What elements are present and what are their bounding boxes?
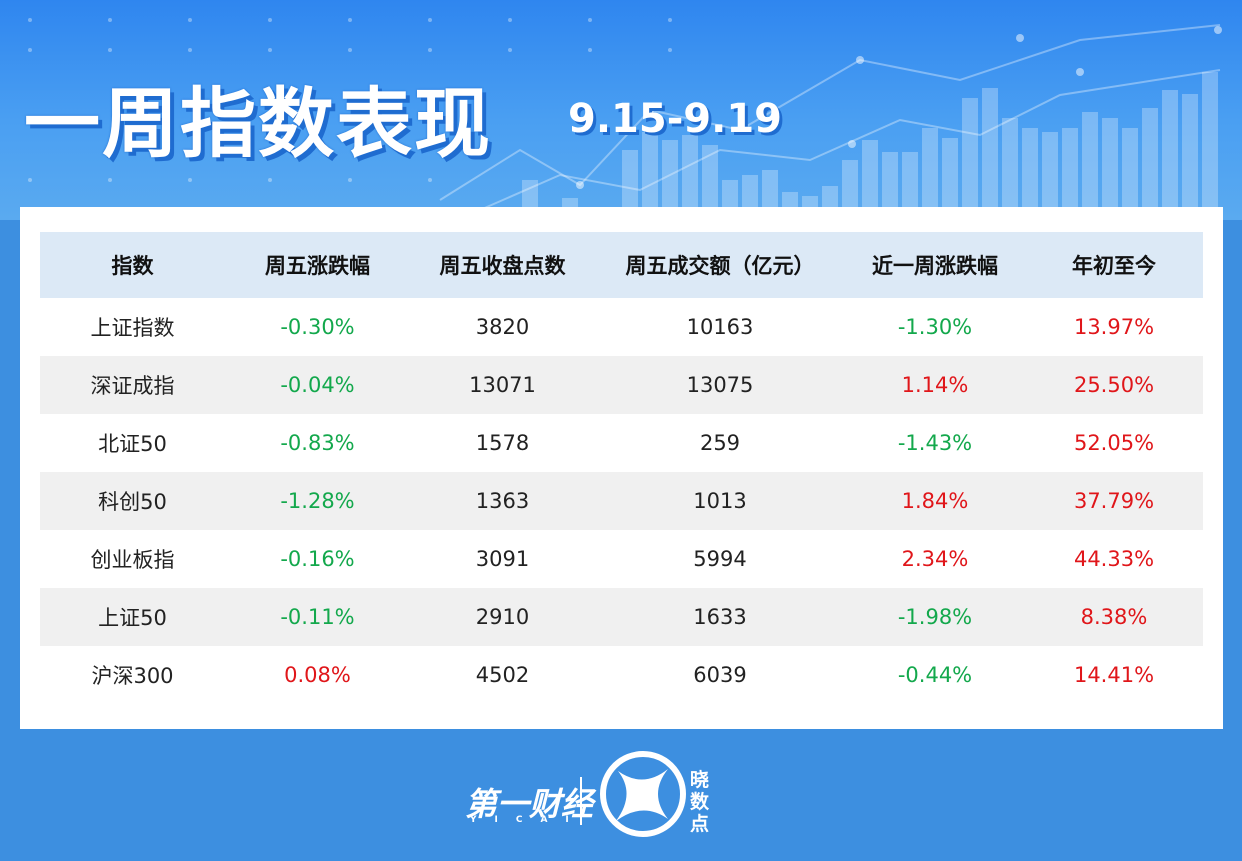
cell-fri-change: 0.08%: [284, 663, 351, 687]
table-row: 创业板指 -0.16% 3091 5994 2.34% 44.33%: [40, 530, 1203, 588]
cell-fri-turnover: 259: [699, 431, 741, 455]
xiaoshudian-char-2: 数: [690, 791, 710, 813]
footer: 第一财经 YICAI 晓 数 点: [0, 729, 1242, 861]
cell-fri-change: -0.30%: [280, 315, 355, 339]
cell-ytd: 37.79%: [1025, 472, 1203, 530]
cell-fri-turnover: 1013: [595, 472, 845, 530]
cell-fri-change: -0.04%: [225, 356, 410, 414]
cell-index-name: 创业板指: [90, 548, 175, 572]
cell-fri-change: -0.16%: [280, 547, 355, 571]
cell-ytd: 13.97%: [1073, 315, 1155, 339]
cell-fri-close: 3820: [475, 315, 530, 339]
cell-fri-change: -1.28%: [225, 472, 410, 530]
index-performance-table: 指数 周五涨跌幅 周五收盘点数 周五成交额（亿元） 近一周涨跌幅 年初至今 上证…: [40, 232, 1203, 704]
cell-index-name: 北证50: [98, 432, 167, 456]
cell-ytd: 14.41%: [1073, 663, 1155, 687]
table-row: 科创50 -1.28% 1363 1013 1.84% 37.79%: [40, 472, 1203, 530]
yicai-logo-subtext: YICAI: [470, 815, 587, 825]
cell-ytd: 8.38%: [1025, 588, 1203, 646]
cell-week-change: 1.14%: [845, 356, 1025, 414]
cell-fri-turnover: 1633: [595, 588, 845, 646]
cell-index-name: 上证50: [40, 588, 225, 646]
table-row: 上证50 -0.11% 2910 1633 -1.98% 8.38%: [40, 588, 1203, 646]
cell-fri-close: 4502: [475, 663, 530, 687]
table-header-row: 指数 周五涨跌幅 周五收盘点数 周五成交额（亿元） 近一周涨跌幅 年初至今: [40, 232, 1203, 298]
cell-week-change: -0.44%: [897, 663, 973, 687]
column-header-week-change: 近一周涨跌幅: [845, 232, 1025, 298]
xiaoshudian-char-1: 晓: [690, 769, 710, 791]
page-title: 一周指数表现: [24, 79, 492, 168]
table-row: 上证指数 -0.30% 3820 10163 -1.30% 13.97%: [40, 298, 1203, 356]
header-banner: 一周指数表现 9.15-9.19: [0, 0, 1242, 220]
cell-index-name: 上证指数: [90, 316, 175, 340]
column-header-fri-turnover: 周五成交额（亿元）: [595, 232, 845, 298]
cell-fri-turnover: 5994: [693, 547, 747, 571]
cell-ytd: 25.50%: [1025, 356, 1203, 414]
table-row: 北证50 -0.83% 1578 259 -1.43% 52.05%: [40, 414, 1203, 472]
xiaoshudian-char-3: 点: [690, 813, 710, 835]
cell-week-change: -1.30%: [897, 315, 973, 339]
cell-week-change: -1.43%: [897, 431, 973, 455]
cell-fri-change: -0.11%: [225, 588, 410, 646]
table-row: 深证成指 -0.04% 13071 13075 1.14% 25.50%: [40, 356, 1203, 414]
cell-index-name: 沪深300: [91, 664, 174, 688]
cell-fri-close: 2910: [410, 588, 595, 646]
cell-week-change: 2.34%: [901, 547, 969, 571]
column-header-fri-close: 周五收盘点数: [410, 232, 595, 298]
table-row: 沪深300 0.08% 4502 6039 -0.44% 14.41%: [40, 646, 1203, 704]
column-header-fri-change: 周五涨跌幅: [225, 232, 410, 298]
cell-week-change: -1.98%: [845, 588, 1025, 646]
column-header-index: 指数: [40, 232, 225, 298]
xiaoshudian-logo-icon: [600, 751, 686, 837]
cell-fri-turnover: 13075: [595, 356, 845, 414]
yicai-logo-text: 第一财经: [465, 785, 594, 823]
cell-fri-close: 1363: [410, 472, 595, 530]
cell-fri-close: 1578: [475, 431, 530, 455]
cell-week-change: 1.84%: [845, 472, 1025, 530]
cell-ytd: 52.05%: [1073, 431, 1155, 455]
cell-index-name: 科创50: [40, 472, 225, 530]
decorative-bar-chart-graphic: [28, 18, 1222, 220]
cell-fri-close: 3091: [475, 547, 530, 571]
index-table-card: 指数 周五涨跌幅 周五收盘点数 周五成交额（亿元） 近一周涨跌幅 年初至今 上证…: [20, 207, 1223, 729]
column-header-ytd: 年初至今: [1025, 232, 1203, 298]
cell-fri-close: 13071: [410, 356, 595, 414]
date-range: 9.15-9.19: [568, 96, 782, 142]
logo-divider: [580, 777, 582, 825]
cell-index-name: 深证成指: [40, 356, 225, 414]
cell-fri-change: -0.83%: [280, 431, 355, 455]
cell-fri-turnover: 6039: [693, 663, 747, 687]
cell-ytd: 44.33%: [1073, 547, 1155, 571]
xiaoshudian-label: 晓 数 点: [690, 769, 709, 835]
cell-fri-turnover: 10163: [686, 315, 754, 339]
